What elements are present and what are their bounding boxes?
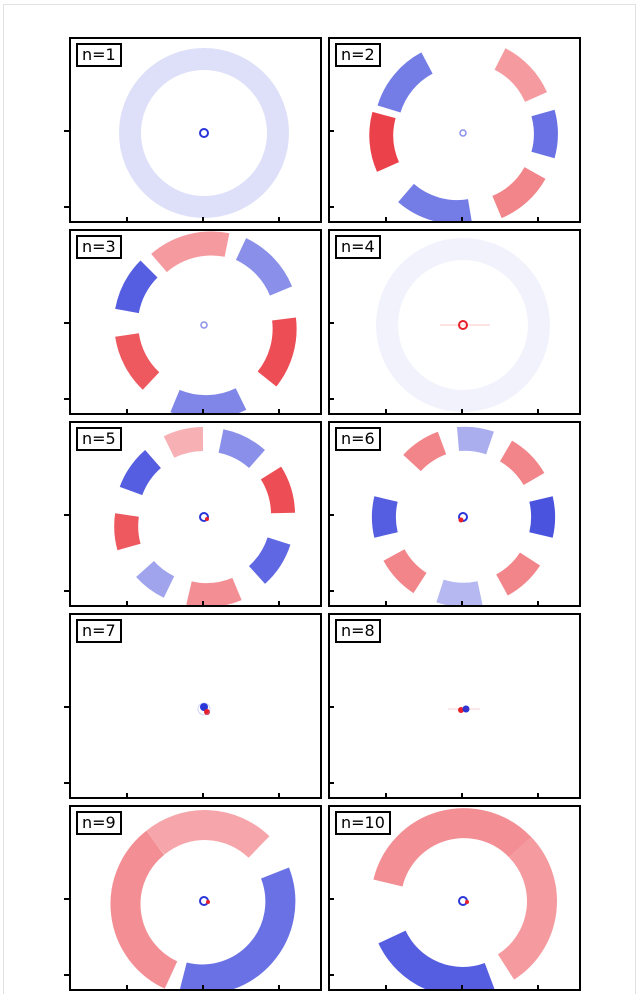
x-tick: [385, 409, 387, 415]
x-tick: [537, 985, 539, 991]
panel-label-n5: n=5: [76, 427, 122, 451]
y-tick: [328, 322, 334, 324]
panel-n8: n=8: [328, 613, 581, 799]
ring-plot-n2: [369, 39, 558, 221]
panel-n7: n=7: [69, 613, 322, 799]
figure-frame: [3, 4, 636, 994]
x-tick: [537, 793, 539, 799]
panel-label-n6: n=6: [335, 427, 381, 451]
y-tick: [328, 706, 334, 708]
ring-plot-n3: [115, 231, 297, 413]
ring-plot-n6: [371, 426, 556, 605]
panel-n9: n=9: [69, 805, 322, 991]
x-tick: [385, 601, 387, 607]
y-tick: [64, 590, 70, 592]
y-tick: [328, 898, 334, 900]
x-tick: [202, 601, 204, 607]
y-tick: [328, 206, 334, 208]
y-tick: [64, 514, 70, 516]
x-tick: [126, 985, 128, 991]
y-tick: [64, 322, 70, 324]
y-tick: [64, 398, 70, 400]
panel-label-n1: n=1: [76, 43, 122, 67]
x-tick: [461, 601, 463, 607]
panel-label-n4: n=4: [335, 235, 381, 259]
ring-plot-n8: [448, 705, 480, 713]
y-tick: [328, 514, 334, 516]
ring-plot-n4: [376, 238, 550, 412]
panel-label-n10: n=10: [335, 811, 391, 835]
x-tick: [461, 217, 463, 223]
y-tick: [328, 130, 334, 132]
x-tick: [202, 217, 204, 223]
panel-label-n9: n=9: [76, 811, 122, 835]
x-tick: [278, 985, 280, 991]
ring-plot-n1: [119, 48, 289, 218]
y-tick: [328, 782, 334, 784]
ring-plot-n9: [110, 810, 296, 989]
x-tick: [278, 409, 280, 415]
panel-n3: n=3: [69, 229, 322, 415]
y-tick: [328, 590, 334, 592]
panel-n5: n=5: [69, 421, 322, 607]
x-tick: [385, 985, 387, 991]
panel-n6: n=6: [328, 421, 581, 607]
x-tick: [278, 601, 280, 607]
x-tick: [461, 409, 463, 415]
panel-label-n2: n=2: [335, 43, 381, 67]
x-tick: [461, 793, 463, 799]
y-tick: [328, 974, 334, 976]
panel-label-n8: n=8: [335, 619, 381, 643]
panel-n1: n=1: [69, 37, 322, 223]
x-tick: [278, 217, 280, 223]
panel-n4: n=4: [328, 229, 581, 415]
x-tick: [537, 601, 539, 607]
ring-plot-n5: [114, 427, 295, 605]
x-tick: [461, 985, 463, 991]
y-tick: [64, 782, 70, 784]
ring-plot-n10: [373, 808, 557, 989]
x-tick: [537, 409, 539, 415]
y-tick: [64, 130, 70, 132]
y-tick: [64, 206, 70, 208]
x-tick: [126, 217, 128, 223]
x-tick: [126, 409, 128, 415]
x-tick: [202, 409, 204, 415]
x-tick: [278, 793, 280, 799]
ring-plot-n7: [197, 702, 211, 716]
x-tick: [126, 601, 128, 607]
x-tick: [537, 217, 539, 223]
x-tick: [126, 793, 128, 799]
panel-label-n7: n=7: [76, 619, 122, 643]
panel-label-n3: n=3: [76, 235, 122, 259]
y-tick: [328, 398, 334, 400]
x-tick: [202, 793, 204, 799]
y-tick: [64, 898, 70, 900]
panel-n10: n=10: [328, 805, 581, 991]
x-tick: [202, 985, 204, 991]
y-tick: [64, 706, 70, 708]
y-tick: [64, 974, 70, 976]
panel-n2: n=2: [328, 37, 581, 223]
x-tick: [385, 793, 387, 799]
x-tick: [385, 217, 387, 223]
